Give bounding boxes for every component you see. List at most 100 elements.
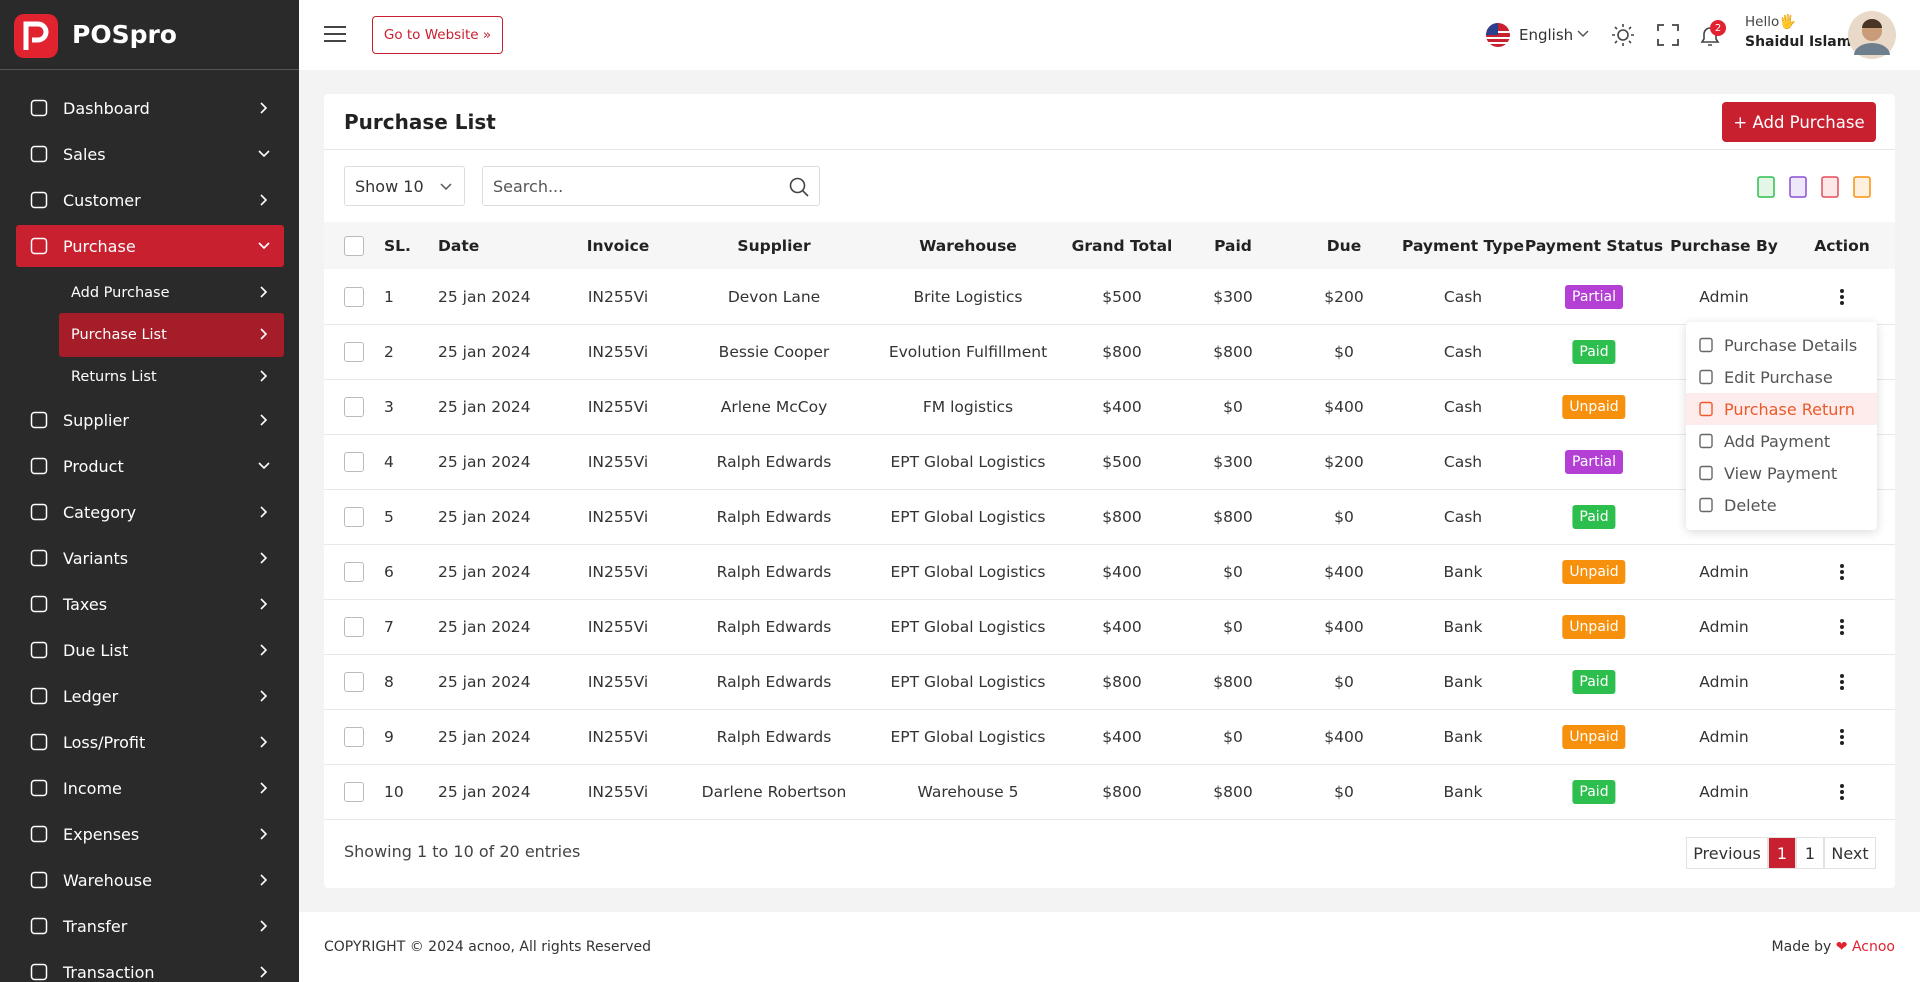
submenu-item[interactable]: Add Purchase xyxy=(59,271,284,315)
page-button[interactable]: Next xyxy=(1824,837,1876,869)
row-checkbox[interactable] xyxy=(344,726,364,747)
menu-item[interactable]: Expenses xyxy=(16,813,284,855)
table-cell: IN255Vi xyxy=(587,562,649,581)
submenu-item[interactable]: Returns List xyxy=(59,355,284,399)
export-button[interactable] xyxy=(1852,176,1872,198)
menu-icon-shape xyxy=(30,549,48,567)
table-cell: 25 jan 2024 xyxy=(438,397,531,416)
theme-toggle[interactable] xyxy=(1612,24,1634,46)
chevron-path xyxy=(260,370,268,382)
table-cell: EPT Global Logistics xyxy=(890,672,1046,691)
table-cell: $400 xyxy=(1324,617,1364,636)
menu-toggle[interactable] xyxy=(324,25,346,43)
table-cell: $800 xyxy=(1213,507,1253,526)
table-cell: $800 xyxy=(1213,672,1253,691)
export-icon xyxy=(1853,176,1871,198)
chevron-path xyxy=(260,506,268,518)
avatar[interactable] xyxy=(1848,11,1896,59)
menu-item[interactable]: Variants xyxy=(16,537,284,579)
row-divider xyxy=(324,764,1895,765)
page-button[interactable]: 1 xyxy=(1768,837,1796,869)
dropdown-item[interactable]: Purchase Details xyxy=(1686,329,1877,361)
row-checkbox[interactable] xyxy=(344,286,364,307)
table-cell: Warehouse 5 xyxy=(917,782,1019,801)
menu-item[interactable]: Transaction xyxy=(16,951,284,982)
row-checkbox[interactable] xyxy=(344,451,364,472)
search-input[interactable]: Search... xyxy=(482,166,820,206)
kebab-dot xyxy=(1840,575,1844,580)
row-checkbox[interactable] xyxy=(344,781,364,802)
dropdown-label: Add Payment xyxy=(1724,431,1831,451)
column-header: Action xyxy=(1814,237,1870,255)
column-header: Payment Type xyxy=(1402,237,1524,255)
row-actions[interactable] xyxy=(1839,783,1845,801)
menu-item[interactable]: Income xyxy=(16,767,284,809)
table-cell: IN255Vi xyxy=(587,727,649,746)
language[interactable]: English xyxy=(1519,26,1574,44)
row-checkbox[interactable] xyxy=(344,396,364,417)
dropdown-item[interactable]: Add Payment xyxy=(1686,425,1877,457)
menu-icon xyxy=(30,963,48,981)
table-cell: 4 xyxy=(384,452,394,471)
page-size-select[interactable]: Show 10 xyxy=(344,166,465,206)
table-cell: IN255Vi xyxy=(587,342,649,361)
sidebar: POSpro Dashboard Sales Customer Purchase Add… xyxy=(0,0,299,982)
table-cell: 10 xyxy=(384,782,404,801)
dropdown-item[interactable]: View Payment xyxy=(1686,457,1877,489)
dropdown-icon xyxy=(1699,337,1713,353)
kebab-dot xyxy=(1840,288,1844,293)
row-actions[interactable] xyxy=(1839,563,1845,581)
table-cell: IN255Vi xyxy=(587,287,649,306)
table-cell: IN255Vi xyxy=(587,782,649,801)
row-actions[interactable] xyxy=(1839,728,1845,746)
menu-item[interactable]: Transfer xyxy=(16,905,284,947)
menu-item[interactable]: Due List xyxy=(16,629,284,671)
export-button[interactable] xyxy=(1788,176,1808,198)
table-cell: $0 xyxy=(1334,507,1354,526)
dropdown-icon-shape xyxy=(1699,337,1713,353)
table-cell: $400 xyxy=(1102,397,1142,416)
submenu-item[interactable]: Purchase List xyxy=(59,313,284,357)
select-all-checkbox[interactable] xyxy=(344,236,364,256)
chevron-path xyxy=(260,690,268,702)
row-actions[interactable] xyxy=(1839,288,1845,306)
menu-item[interactable]: Ledger xyxy=(16,675,284,717)
menu-item[interactable]: Category xyxy=(16,491,284,533)
row-checkbox[interactable] xyxy=(344,506,364,527)
menu-item[interactable]: Product xyxy=(16,445,284,487)
dropdown-item[interactable]: Edit Purchase xyxy=(1686,361,1877,393)
menu-item[interactable]: Customer xyxy=(16,179,284,221)
add-purchase-button[interactable]: + Add Purchase xyxy=(1722,102,1876,142)
menu-item[interactable]: Supplier xyxy=(16,399,284,441)
menu-item[interactable]: Purchase xyxy=(16,225,284,267)
menu-item[interactable]: Sales xyxy=(16,133,284,175)
table-cell: EPT Global Logistics xyxy=(890,617,1046,636)
topbar: Go to Website » English 2 Hello🖐 Shaidul… xyxy=(299,0,1920,70)
row-checkbox[interactable] xyxy=(344,561,364,582)
fullscreen[interactable] xyxy=(1657,24,1679,46)
menu-item[interactable]: Dashboard xyxy=(16,87,284,129)
dropdown-item[interactable]: Purchase Return xyxy=(1686,393,1877,425)
menu-icon xyxy=(30,99,48,117)
menu-item[interactable]: Taxes xyxy=(16,583,284,625)
export-button[interactable] xyxy=(1820,176,1840,198)
row-actions[interactable] xyxy=(1839,673,1845,691)
row-checkbox[interactable] xyxy=(344,341,364,362)
row-checkbox[interactable] xyxy=(344,616,364,637)
export-button[interactable] xyxy=(1756,176,1776,198)
action-dropdown: Purchase Details Edit Purchase Purchase Re… xyxy=(1686,322,1877,530)
column-header: Invoice xyxy=(586,237,650,255)
table-cell: $400 xyxy=(1324,562,1364,581)
chevron xyxy=(260,736,268,748)
page-button[interactable]: Previous xyxy=(1686,837,1768,869)
menu-item[interactable]: Warehouse xyxy=(16,859,284,901)
chevron-path xyxy=(260,874,268,886)
website-button[interactable]: Go to Website » xyxy=(372,16,503,54)
row-checkbox[interactable] xyxy=(344,671,364,692)
dropdown-item[interactable]: Delete xyxy=(1686,489,1877,521)
table-cell: IN255Vi xyxy=(587,672,649,691)
menu-item[interactable]: Loss/Profit xyxy=(16,721,284,763)
language-caret xyxy=(1577,30,1589,38)
row-actions[interactable] xyxy=(1839,618,1845,636)
page-button[interactable]: 1 xyxy=(1796,837,1824,869)
